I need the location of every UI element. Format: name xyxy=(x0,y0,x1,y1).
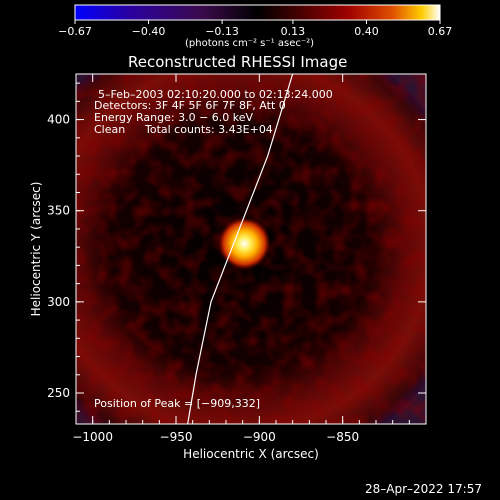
solar-limb-line xyxy=(187,74,294,424)
colorbar-tick-label: −0.13 xyxy=(205,25,239,38)
annotation-peak-position: Position of Peak = [−909,332] xyxy=(94,397,261,410)
colorbar-tick-marks: −0.67 −0.40 −0.13 0.13 0.40 0.67 xyxy=(58,20,452,38)
heatmap-image xyxy=(76,74,426,424)
timestamp: 28–Apr–2022 17:57 xyxy=(365,482,482,496)
y-axis-label: Heliocentric Y (arcsec) xyxy=(29,182,43,317)
x-axis-label: Heliocentric X (arcsec) xyxy=(183,447,319,461)
y-tick-label: 300 xyxy=(47,295,70,309)
plot-frame xyxy=(75,73,427,425)
x-tick-label: −850 xyxy=(326,430,359,444)
colorbar xyxy=(74,4,441,21)
colorbar-tick-label: 0.67 xyxy=(428,25,453,38)
colorbar-tick-label: −0.40 xyxy=(132,25,166,38)
colorbar-tick-label: 0.40 xyxy=(354,25,379,38)
annotation-total-counts: Total counts: 3.43E+04 xyxy=(145,123,273,136)
colorbar-unit-label: (photons cm⁻² s⁻¹ asec⁻²) xyxy=(185,38,315,49)
x-axis-ticks: −1000 −950 −900 −850 xyxy=(72,74,410,444)
y-axis-ticks: 250 300 350 400 xyxy=(47,82,426,412)
x-tick-label: −900 xyxy=(243,430,276,444)
y-tick-label: 350 xyxy=(47,204,70,218)
y-tick-label: 400 xyxy=(47,113,70,127)
chart-title: Reconstructed RHESSI Image xyxy=(128,53,348,71)
colorbar-tick-label: 0.13 xyxy=(281,25,306,38)
annotation-time-range: 5–Feb–2003 02:10:20.000 to 02:13:24.000 xyxy=(98,88,333,101)
annotation-clean: Clean xyxy=(94,123,126,136)
annotation-energy: Energy Range: 3.0 − 6.0 keV xyxy=(94,111,254,124)
y-tick-label: 250 xyxy=(47,386,70,400)
x-tick-label: −950 xyxy=(160,430,193,444)
peak-source xyxy=(218,217,271,270)
colorbar-tick-label: −0.67 xyxy=(58,25,92,38)
x-tick-label: −1000 xyxy=(72,430,113,444)
annotation-detectors: Detectors: 3F 4F 5F 6F 7F 8F, Att 0 xyxy=(94,99,286,112)
